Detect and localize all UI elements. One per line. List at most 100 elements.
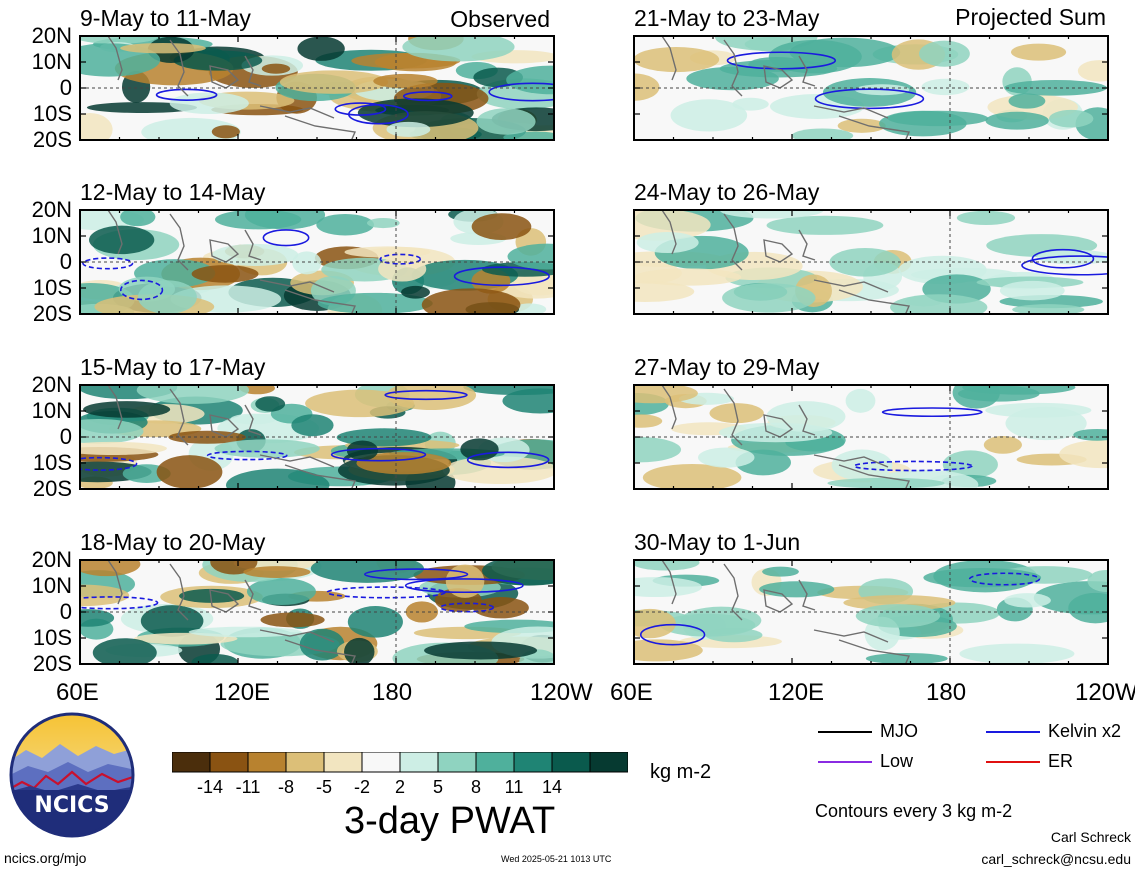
colorbar-label: 8 xyxy=(470,777,481,797)
colorbar-box xyxy=(323,752,363,773)
pwat-anomaly-blob xyxy=(768,39,862,74)
pwat-anomaly-blob xyxy=(214,439,320,458)
kelvin-contour xyxy=(453,266,550,287)
coastline xyxy=(107,36,123,81)
pwat-anomaly-blob xyxy=(169,92,249,115)
pwat-anomaly-blob xyxy=(211,243,299,266)
footer-email: carl_schreck@ncsu.edu xyxy=(981,851,1131,867)
coastline xyxy=(244,55,262,87)
pwat-anomaly-blob xyxy=(317,292,433,314)
pwat-anomaly-blob xyxy=(855,604,941,628)
kelvin-contour xyxy=(155,88,218,101)
colorbar-label: 2 xyxy=(394,777,405,797)
colorbar-box xyxy=(437,752,477,773)
coastline xyxy=(244,404,262,436)
pwat-anomaly-blob xyxy=(959,643,1075,664)
kelvin-contour xyxy=(814,88,925,110)
pwat-anomaly-blob xyxy=(999,280,1065,301)
pwat-anomaly-blob xyxy=(507,243,554,270)
pwat-anomaly-blob xyxy=(356,452,452,475)
pwat-anomaly-blob xyxy=(1077,60,1108,82)
pwat-anomaly-blob xyxy=(634,560,700,571)
coastline xyxy=(107,210,123,255)
lat-label: 10S xyxy=(32,101,72,126)
pwat-field xyxy=(80,36,554,140)
pwat-anomaly-blob xyxy=(670,99,748,132)
pwat-anomaly-blob xyxy=(261,63,291,74)
panel-title: 9-May to 11-May xyxy=(80,5,251,31)
panel-title: 30-May to 1-Jun xyxy=(634,529,801,555)
pwat-anomaly-blob xyxy=(865,653,948,664)
lat-label: 10N xyxy=(31,398,72,423)
pwat-field xyxy=(634,385,1108,489)
map-panel-7 xyxy=(633,384,1109,490)
pwat-anomaly-blob xyxy=(956,210,1016,226)
pwat-anomaly-blob xyxy=(634,73,660,101)
colorbar-box xyxy=(399,752,439,773)
coastline xyxy=(798,579,816,611)
pwat-anomaly-blob xyxy=(762,566,799,577)
colorbar-box xyxy=(513,752,553,773)
panel-title: 12-May to 14-May xyxy=(80,179,266,205)
pwat-anomaly-blob xyxy=(827,477,945,489)
pwat-anomaly-blob xyxy=(445,564,485,598)
pwat-anomaly-blob xyxy=(225,468,330,489)
pwat-anomaly-blob xyxy=(173,50,263,71)
pwat-anomaly-blob xyxy=(297,36,345,61)
map-panel-6 xyxy=(633,209,1109,315)
pwat-anomaly-blob xyxy=(1059,440,1108,469)
pwat-anomaly-blob xyxy=(1011,43,1067,61)
kelvin-contour xyxy=(1021,255,1108,276)
pwat-anomaly-blob xyxy=(344,637,375,664)
pwat-anomaly-blob xyxy=(80,441,167,456)
coastline xyxy=(723,39,743,97)
ncics-logo: NCICS xyxy=(9,712,135,838)
pwat-anomaly-blob xyxy=(292,251,322,275)
kelvin-contour xyxy=(347,104,409,125)
pwat-anomaly-blob xyxy=(80,112,113,140)
pwat-anomaly-blob xyxy=(460,438,499,461)
lat-label: 20N xyxy=(31,197,72,222)
pwat-anomaly-blob xyxy=(366,218,400,229)
kelvin-contour xyxy=(119,279,164,301)
footer-author: Carl Schreck xyxy=(1050,829,1131,845)
pwat-anomaly-blob xyxy=(346,440,379,461)
pwat-anomaly-blob xyxy=(347,605,403,638)
colorbar-label: 5 xyxy=(432,777,443,797)
pwat-anomaly-blob xyxy=(887,110,989,127)
pwat-anomaly-blob xyxy=(845,388,876,413)
pwat-anomaly-blob xyxy=(476,108,536,135)
lat-label: 10S xyxy=(32,625,72,650)
pwat-anomaly-blob xyxy=(299,628,345,661)
coastline xyxy=(209,239,240,263)
contour-legend xyxy=(818,731,1040,763)
lat-label: 20S xyxy=(32,651,72,676)
lat-label: 10S xyxy=(32,450,72,475)
panel-title: 21-May to 23-May xyxy=(634,5,820,31)
coastline xyxy=(661,36,677,81)
lat-label: 10N xyxy=(31,573,72,598)
lat-label: 10N xyxy=(31,49,72,74)
pwat-anomaly-blob xyxy=(260,612,325,628)
lat-label: 0 xyxy=(59,75,72,100)
pwat-anomaly-blob xyxy=(634,608,676,639)
chart-title: 3-day PWAT xyxy=(344,800,556,842)
pwat-anomaly-blob xyxy=(634,577,703,598)
pwat-anomaly-blob xyxy=(243,566,311,578)
pwat-anomaly-blob xyxy=(92,638,157,664)
kelvin-contour xyxy=(402,91,453,102)
kelvin-contour xyxy=(80,456,138,471)
coastline xyxy=(798,55,816,87)
map-panel-2 xyxy=(79,209,555,315)
pwat-anomaly-blob xyxy=(680,606,762,635)
pwat-anomaly-blob xyxy=(642,463,742,489)
lat-label: 0 xyxy=(59,424,72,449)
pwat-anomaly-blob xyxy=(636,231,699,254)
coastline xyxy=(798,404,816,436)
pwat-anomaly-blob xyxy=(80,36,159,44)
pwat-anomaly-blob xyxy=(191,265,259,283)
coastline xyxy=(661,210,677,255)
pwat-anomaly-blob xyxy=(471,213,532,240)
pwat-anomaly-blob xyxy=(985,111,1049,130)
